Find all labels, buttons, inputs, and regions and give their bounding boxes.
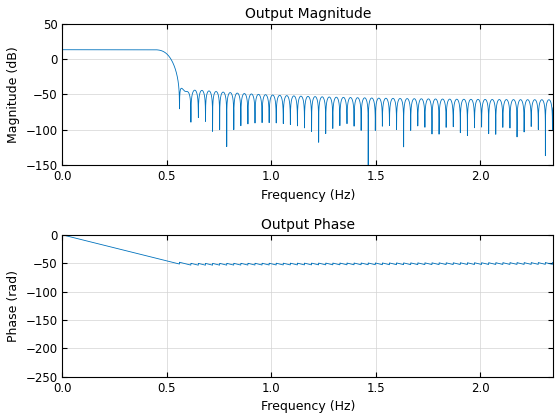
- Title: Output Magnitude: Output Magnitude: [245, 7, 371, 21]
- X-axis label: Frequency (Hz): Frequency (Hz): [260, 400, 355, 413]
- Title: Output Phase: Output Phase: [261, 218, 355, 232]
- X-axis label: Frequency (Hz): Frequency (Hz): [260, 189, 355, 202]
- Y-axis label: Phase (rad): Phase (rad): [7, 270, 20, 342]
- Y-axis label: Magnitude (dB): Magnitude (dB): [7, 46, 20, 143]
